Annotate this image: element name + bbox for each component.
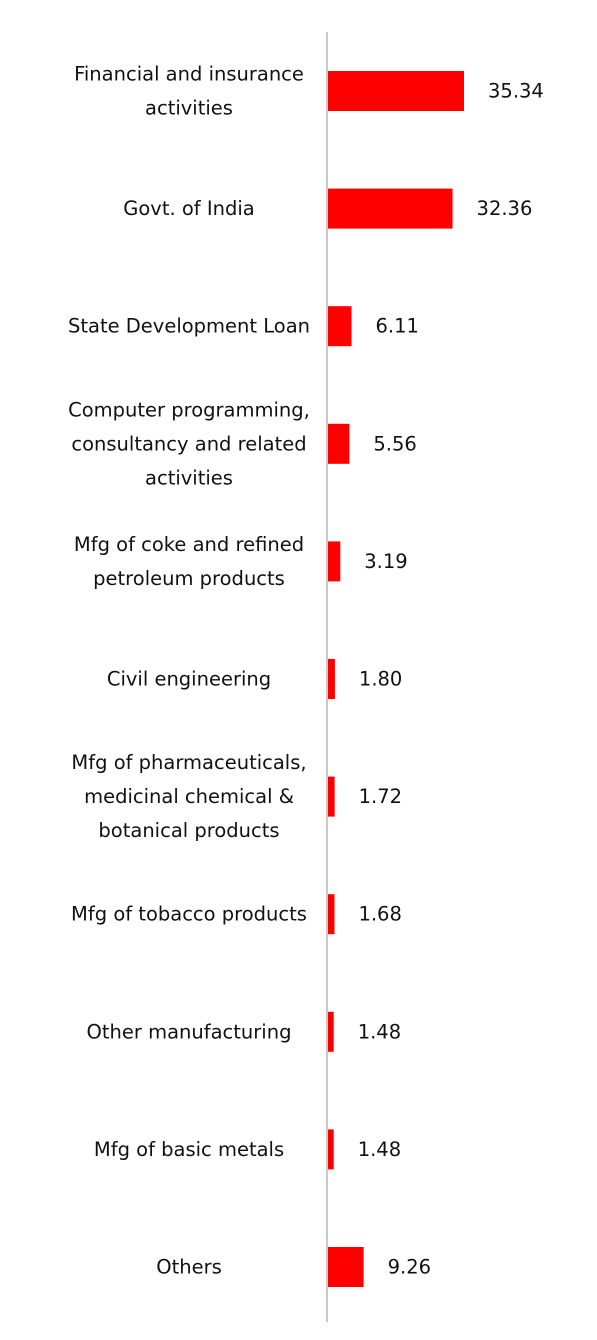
bar [328,1129,334,1170]
category-label: Mfg of pharmaceuticals, [71,751,306,774]
category-label: botanical products [98,819,279,842]
category-label: Govt. of India [123,197,254,220]
category-label: Civil engineering [107,668,271,691]
category-label: activities [145,97,233,120]
category-label: Mfg of tobacco products [71,903,307,926]
category-label: Other manufacturing [87,1020,292,1043]
category-label: Mfg of coke and refined [74,533,304,556]
bar [328,71,464,111]
bar [328,541,341,582]
value-label: 9.26 [388,1256,431,1279]
category-label: Financial and insurance [74,63,304,86]
category-label: Mfg of basic metals [94,1138,284,1161]
value-label: 6.11 [376,315,419,338]
value-label: 35.34 [488,80,544,103]
category-label: activities [145,466,233,489]
value-label: 1.68 [358,903,401,926]
bar [328,776,335,817]
category-label: petroleum products [93,567,285,590]
bar [328,659,335,699]
bars-group [328,71,464,1287]
bar [328,188,453,229]
category-label: Computer programming, [68,398,310,421]
bar [328,423,350,464]
category-label: consultancy and related [71,432,306,455]
value-label: 1.48 [358,1138,401,1161]
bar [328,1247,364,1287]
value-label: 3.19 [364,550,407,573]
value-labels-group: 35.34 32.36 6.11 5.56 3.19 1.80 1.72 1.68 1.48 1.… [358,80,544,1279]
category-label: Others [156,1256,222,1279]
value-label: 5.56 [373,432,416,455]
bar [328,894,335,935]
category-label: medicinal chemical & [84,785,294,808]
category-labels-group: Financial and insurance activities Govt. o… [68,63,310,1279]
bar [328,1011,334,1052]
value-label: 1.80 [359,668,402,691]
value-label: 1.48 [358,1020,401,1043]
value-label: 1.72 [359,785,402,808]
bar [328,306,352,347]
category-label: State Development Loan [68,315,310,338]
value-label: 32.36 [477,197,533,220]
